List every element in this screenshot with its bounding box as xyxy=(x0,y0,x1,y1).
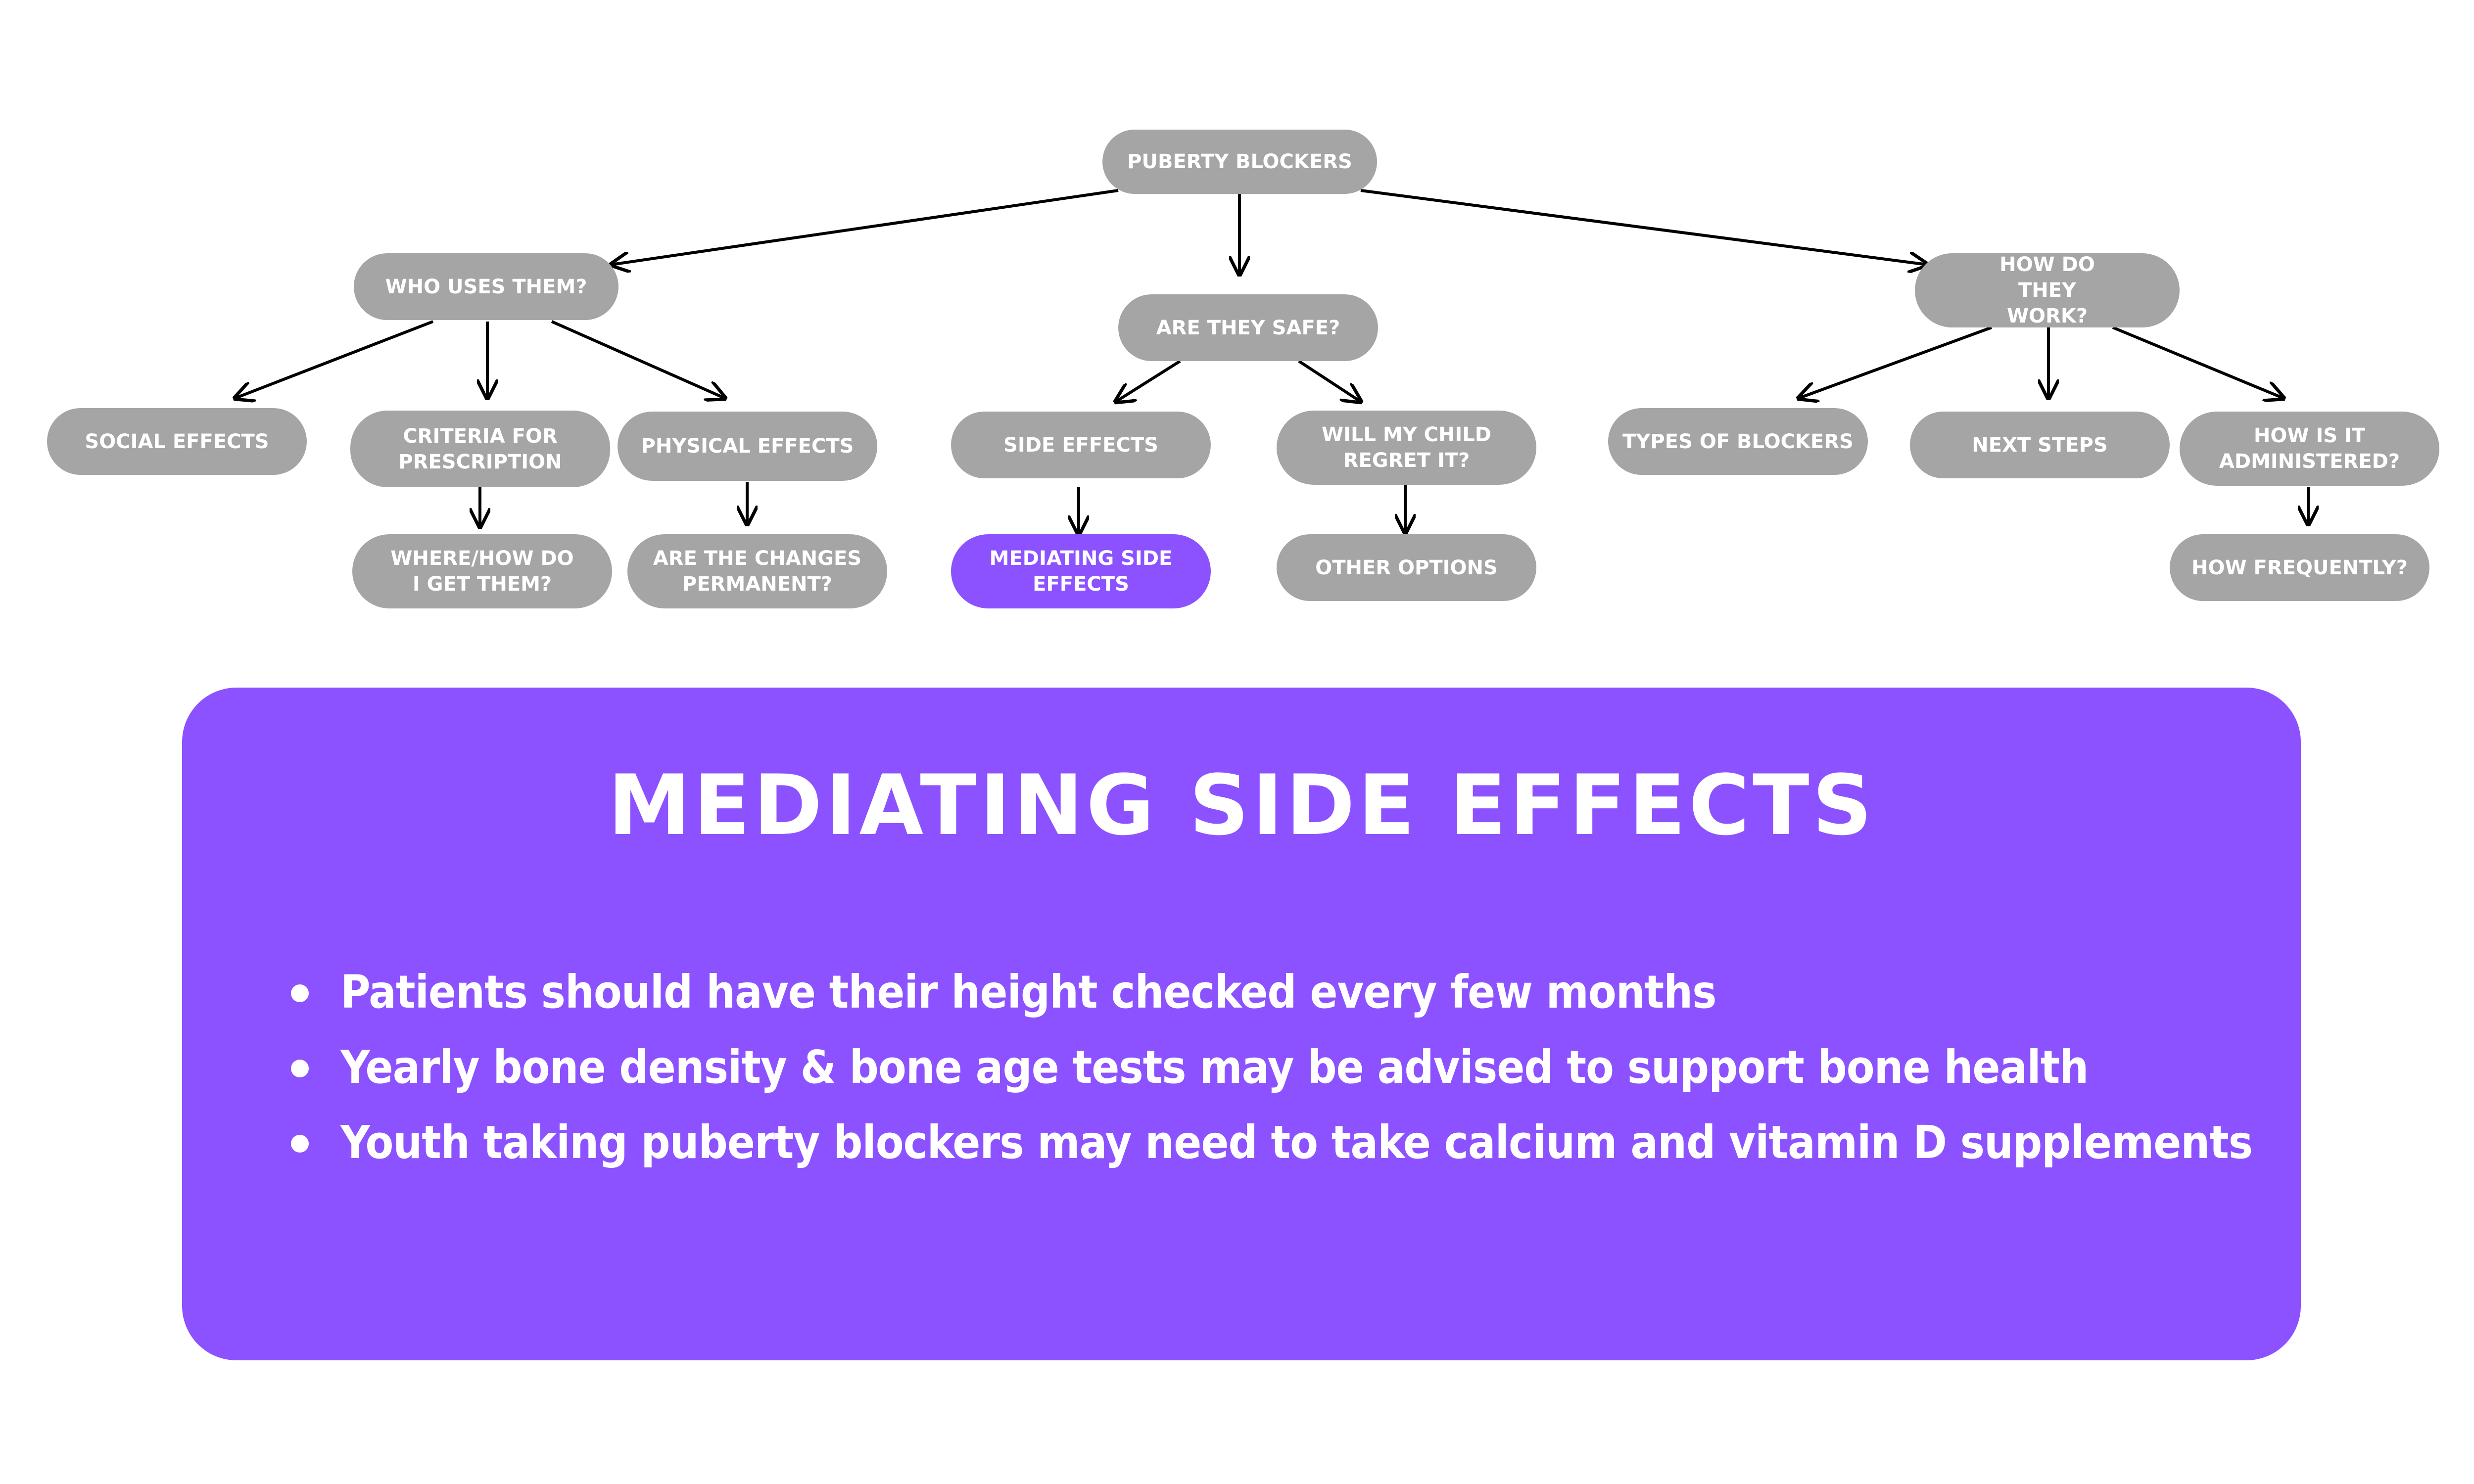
info-panel: MEDIATING SIDE EFFECTS Patients should h… xyxy=(182,688,2301,1360)
node-how-do-they-work[interactable]: HOW DO THEY WORK? xyxy=(1915,253,2180,327)
node-social-effects[interactable]: SOCIAL EFFECTS xyxy=(47,408,307,475)
connector-who-uses-social xyxy=(235,320,434,398)
connector-safe-side xyxy=(1116,360,1181,402)
node-side-effects[interactable]: SIDE EFFECTS xyxy=(951,412,1211,478)
bullet-item: Youth taking puberty blockers may need t… xyxy=(291,1105,2253,1180)
node-where-how-get-them[interactable]: WHERE/HOW DO I GET THEM? xyxy=(352,534,612,608)
node-next-steps[interactable]: NEXT STEPS xyxy=(1910,412,2170,478)
node-puberty-blockers[interactable]: PUBERTY BLOCKERS xyxy=(1102,130,1377,194)
bullet-item: Yearly bone density & bone age tests may… xyxy=(291,1030,2252,1105)
node-physical-effects[interactable]: PHYSICAL EFFECTS xyxy=(618,412,877,481)
node-will-my-child-regret[interactable]: WILL MY CHILD REGRET IT? xyxy=(1277,411,1536,485)
bullet-item: Patients should have their height checke… xyxy=(291,955,2252,1030)
connector-how-work-types xyxy=(1799,326,1993,398)
connector-who-uses-physical xyxy=(551,320,725,398)
bullet-list: Patients should have their height checke… xyxy=(291,955,2253,1180)
connector-how-work-administered xyxy=(2112,326,2284,398)
node-mediating-side-effects[interactable]: MEDIATING SIDE EFFECTS xyxy=(951,534,1211,608)
node-types-of-blockers[interactable]: TYPES OF BLOCKERS xyxy=(1608,408,1868,475)
node-who-uses-them[interactable]: WHO USES THEM? xyxy=(354,253,618,320)
panel-title: MEDIATING SIDE EFFECTS xyxy=(608,757,1875,854)
node-are-they-safe[interactable]: ARE THEY SAFE? xyxy=(1118,294,1378,361)
node-other-options[interactable]: OTHER OPTIONS xyxy=(1277,534,1536,601)
connector-safe-regret xyxy=(1298,360,1361,402)
connector-root-how-work xyxy=(1360,189,1927,265)
connector-root-who-uses xyxy=(611,189,1119,265)
node-how-frequently[interactable]: HOW FREQUENTLY? xyxy=(2170,534,2429,601)
node-criteria-for-prescription[interactable]: CRITERIA FOR PRESCRIPTION xyxy=(350,411,610,487)
node-are-changes-permanent[interactable]: ARE THE CHANGES PERMANENT? xyxy=(627,534,887,608)
concept-map-connectors xyxy=(0,189,2474,643)
node-how-is-it-administered[interactable]: HOW IS IT ADMINISTERED? xyxy=(2180,412,2439,486)
